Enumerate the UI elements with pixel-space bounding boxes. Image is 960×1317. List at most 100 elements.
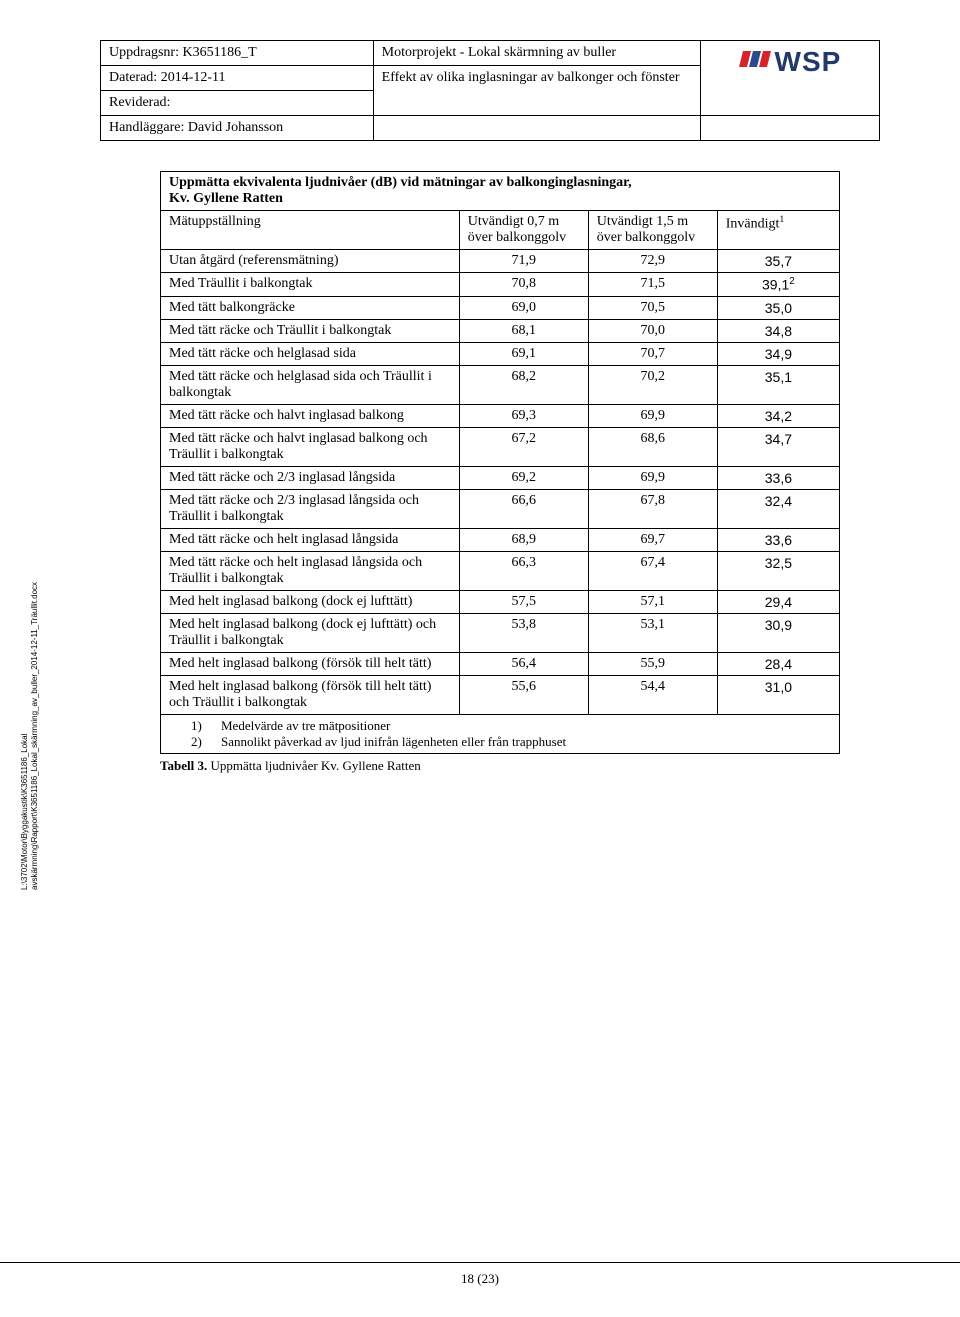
header-subtitle: Effekt av olika inglasningar av balkonge… xyxy=(373,66,700,116)
col-head-matuppstallning: Mätuppställning xyxy=(161,211,460,250)
row-label: Med helt inglasad balkong (försök till h… xyxy=(161,652,460,675)
row-val-b: 68,6 xyxy=(588,427,717,466)
caption-text: Uppmätta ljudnivåer Kv. Gyllene Ratten xyxy=(207,758,421,773)
row-val-a: 55,6 xyxy=(459,675,588,714)
row-val-b: 70,2 xyxy=(588,365,717,404)
col-head-15m: Utvändigt 1,5 m över balkonggolv xyxy=(588,211,717,250)
col-head-07m: Utvändigt 0,7 m över balkonggolv xyxy=(459,211,588,250)
table-row: Med tätt räcke och 2/3 inglasad långsida… xyxy=(161,466,840,489)
row-label: Med helt inglasad balkong (dock ej luftt… xyxy=(161,590,460,613)
row-val-a: 68,9 xyxy=(459,528,588,551)
footnotes-row: 1) Medelvärde av tre mätpositioner 2) Sa… xyxy=(161,714,840,753)
row-val-b: 67,4 xyxy=(588,551,717,590)
wsp-logo-text: WSP xyxy=(775,46,842,78)
row-val-c: 39,12 xyxy=(717,273,839,297)
header-empty-1 xyxy=(373,116,700,141)
file-path-sidebar: L:\3702\Motor\Byggakustik\K3651186_Lokal… xyxy=(20,582,39,890)
row-label: Med tätt räcke och helt inglasad långsid… xyxy=(161,551,460,590)
footnote-1: Medelvärde av tre mätpositioner xyxy=(221,718,390,734)
table-caption: Tabell 3. Uppmätta ljudnivåer Kv. Gyllen… xyxy=(160,758,880,774)
row-val-b: 70,5 xyxy=(588,296,717,319)
row-label: Med tätt räcke och Träullit i balkongtak xyxy=(161,319,460,342)
row-val-c: 31,0 xyxy=(717,675,839,714)
row-val-c: 30,9 xyxy=(717,613,839,652)
row-label: Med Träullit i balkongtak xyxy=(161,273,460,297)
row-val-c: 34,2 xyxy=(717,404,839,427)
footnote-2-num: 2) xyxy=(191,734,207,750)
footnotes-cell: 1) Medelvärde av tre mätpositioner 2) Sa… xyxy=(161,714,840,753)
row-val-a: 66,3 xyxy=(459,551,588,590)
row-val-c: 35,7 xyxy=(717,250,839,273)
row-val-a: 69,0 xyxy=(459,296,588,319)
header-reviderad: Reviderad: xyxy=(101,91,374,116)
table-row: Med tätt räcke och helt inglasad långsid… xyxy=(161,528,840,551)
row-val-a: 66,6 xyxy=(459,489,588,528)
row-label: Med helt inglasad balkong (försök till h… xyxy=(161,675,460,714)
table-row: Med tätt räcke och halvt inglasad balkon… xyxy=(161,404,840,427)
table-row: Med helt inglasad balkong (dock ej luftt… xyxy=(161,590,840,613)
table-row: Med tätt räcke och helt inglasad långsid… xyxy=(161,551,840,590)
table-title-l2: Kv. Gyllene Ratten xyxy=(169,191,283,206)
row-val-b: 69,9 xyxy=(588,404,717,427)
data-table: Uppmätta ekvivalenta ljudnivåer (dB) vid… xyxy=(160,171,840,754)
row-val-b: 53,1 xyxy=(588,613,717,652)
row-val-c: 34,8 xyxy=(717,319,839,342)
table-row: Med helt inglasad balkong (försök till h… xyxy=(161,652,840,675)
row-val-a: 69,2 xyxy=(459,466,588,489)
row-val-c: 33,6 xyxy=(717,466,839,489)
col-head-invandigt: Invändigt1 xyxy=(717,211,839,250)
row-val-c: 33,6 xyxy=(717,528,839,551)
row-val-b: 55,9 xyxy=(588,652,717,675)
header-project-title: Motorprojekt - Lokal skärmning av buller xyxy=(373,41,700,66)
table-row: Med tätt räcke och Träullit i balkongtak… xyxy=(161,319,840,342)
row-val-b: 70,7 xyxy=(588,342,717,365)
footer-divider xyxy=(0,1262,960,1263)
row-val-c: 35,1 xyxy=(717,365,839,404)
row-label: Med tätt räcke och helglasad sida xyxy=(161,342,460,365)
file-path-line1: L:\3702\Motor\Byggakustik\K3651186_Lokal xyxy=(20,582,30,890)
row-label: Med tätt räcke och helglasad sida och Tr… xyxy=(161,365,460,404)
wsp-logo-icon xyxy=(739,45,773,78)
wsp-logo: WSP xyxy=(709,45,871,78)
table-row: Med tätt räcke och helglasad sida 69,1 7… xyxy=(161,342,840,365)
row-val-c: 32,5 xyxy=(717,551,839,590)
logo-cell: WSP xyxy=(700,41,879,116)
row-label: Med helt inglasad balkong (dock ej luftt… xyxy=(161,613,460,652)
header-handlaggare: Handläggare: David Johansson xyxy=(101,116,374,141)
row-val-a: 69,1 xyxy=(459,342,588,365)
row-val-b: 71,5 xyxy=(588,273,717,297)
row-val-c: 28,4 xyxy=(717,652,839,675)
row-val-a: 68,1 xyxy=(459,319,588,342)
header-uppdragsnr: Uppdragsnr: K3651186_T xyxy=(101,41,374,66)
row-val-c: 34,7 xyxy=(717,427,839,466)
row-label: Med tätt räcke och 2/3 inglasad långsida… xyxy=(161,489,460,528)
row-val-b: 69,7 xyxy=(588,528,717,551)
table-row: Utan åtgärd (referensmätning) 71,9 72,9 … xyxy=(161,250,840,273)
table-title: Uppmätta ekvivalenta ljudnivåer (dB) vid… xyxy=(161,172,840,211)
row-val-c: 29,4 xyxy=(717,590,839,613)
row-val-b: 70,0 xyxy=(588,319,717,342)
table-row: Med tätt räcke och 2/3 inglasad långsida… xyxy=(161,489,840,528)
row-val-c: 34,9 xyxy=(717,342,839,365)
row-val-b: 69,9 xyxy=(588,466,717,489)
row-label: Med tätt räcke och 2/3 inglasad långsida xyxy=(161,466,460,489)
row-val-a: 57,5 xyxy=(459,590,588,613)
table-row: Med Träullit i balkongtak 70,8 71,5 39,1… xyxy=(161,273,840,297)
page-footer: 18 (23) xyxy=(0,1262,960,1287)
row-label: Utan åtgärd (referensmätning) xyxy=(161,250,460,273)
col-head-invandigt-text: Invändigt xyxy=(726,217,780,232)
table-row: Med tätt balkongräcke 69,0 70,5 35,0 xyxy=(161,296,840,319)
caption-label: Tabell 3. xyxy=(160,758,207,773)
table-row: Med tätt räcke och halvt inglasad balkon… xyxy=(161,427,840,466)
row-label: Med tätt räcke och halvt inglasad balkon… xyxy=(161,404,460,427)
row-val-a: 56,4 xyxy=(459,652,588,675)
row-val-a: 67,2 xyxy=(459,427,588,466)
row-val-b: 54,4 xyxy=(588,675,717,714)
row-val-c: 35,0 xyxy=(717,296,839,319)
row-label: Med tätt räcke och halvt inglasad balkon… xyxy=(161,427,460,466)
page: L:\3702\Motor\Byggakustik\K3651186_Lokal… xyxy=(0,0,960,1317)
table-title-l1: Uppmätta ekvivalenta ljudnivåer (dB) vid… xyxy=(169,175,632,190)
row-val-b: 57,1 xyxy=(588,590,717,613)
row-label: Med tätt räcke och helt inglasad långsid… xyxy=(161,528,460,551)
row-val-b: 67,8 xyxy=(588,489,717,528)
